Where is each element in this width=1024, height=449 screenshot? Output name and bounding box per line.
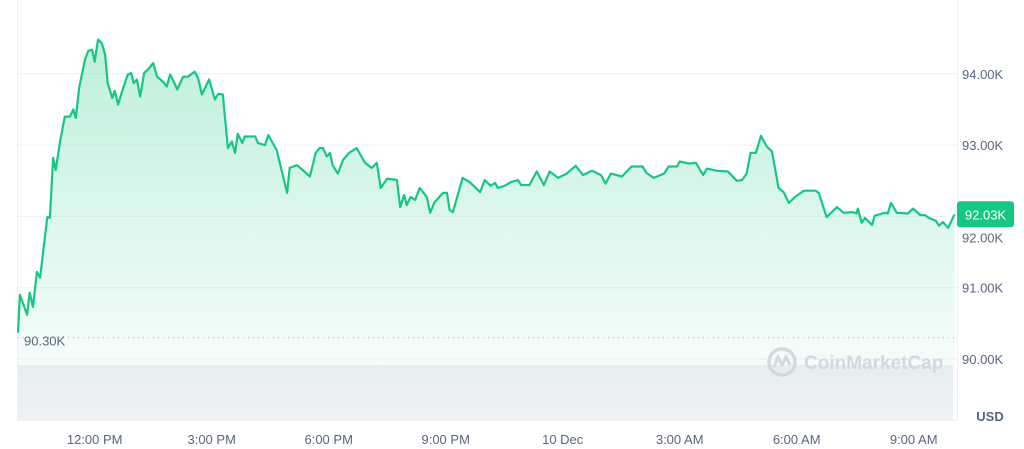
x-tick-label: 3:00 PM bbox=[187, 432, 235, 447]
x-tick-label: 9:00 PM bbox=[421, 432, 469, 447]
coinmarketcap-logo-icon bbox=[767, 347, 797, 377]
x-tick-label: 10 Dec bbox=[542, 432, 584, 447]
y-tick-label: 94.00K bbox=[962, 67, 1004, 82]
y-axis: 94.00K 93.00K 92.00K 91.00K 90.00K bbox=[962, 67, 1004, 367]
x-axis: 12:00 PM 3:00 PM 6:00 PM 9:00 PM 10 Dec 3:00 … bbox=[67, 432, 938, 447]
x-tick-label: 6:00 AM bbox=[773, 432, 821, 447]
currency-unit: USD bbox=[976, 409, 1003, 424]
x-tick-label: 6:00 PM bbox=[304, 432, 352, 447]
current-price-tag: 92.03K bbox=[957, 201, 1014, 228]
coinmarketcap-logo-mark-icon bbox=[772, 353, 792, 369]
y-tick-label: 92.00K bbox=[962, 230, 1004, 245]
y-tick-label: 93.00K bbox=[962, 138, 1004, 153]
reference-label: 90.30K bbox=[24, 334, 66, 349]
y-tick-label: 90.00K bbox=[962, 352, 1004, 367]
current-price-badge bbox=[957, 201, 1014, 228]
x-tick-label: 3:00 AM bbox=[656, 432, 704, 447]
watermark-logo: CoinMarketCap bbox=[767, 347, 943, 377]
price-area bbox=[18, 39, 955, 420]
x-tick-label: 12:00 PM bbox=[67, 432, 123, 447]
watermark-text: CoinMarketCap bbox=[804, 353, 943, 374]
current-price-label: 92.03K bbox=[965, 207, 1007, 222]
price-line bbox=[16, 38, 956, 333]
x-tick-label: 9:00 AM bbox=[890, 432, 938, 447]
y-tick-label: 91.00K bbox=[962, 281, 1004, 296]
